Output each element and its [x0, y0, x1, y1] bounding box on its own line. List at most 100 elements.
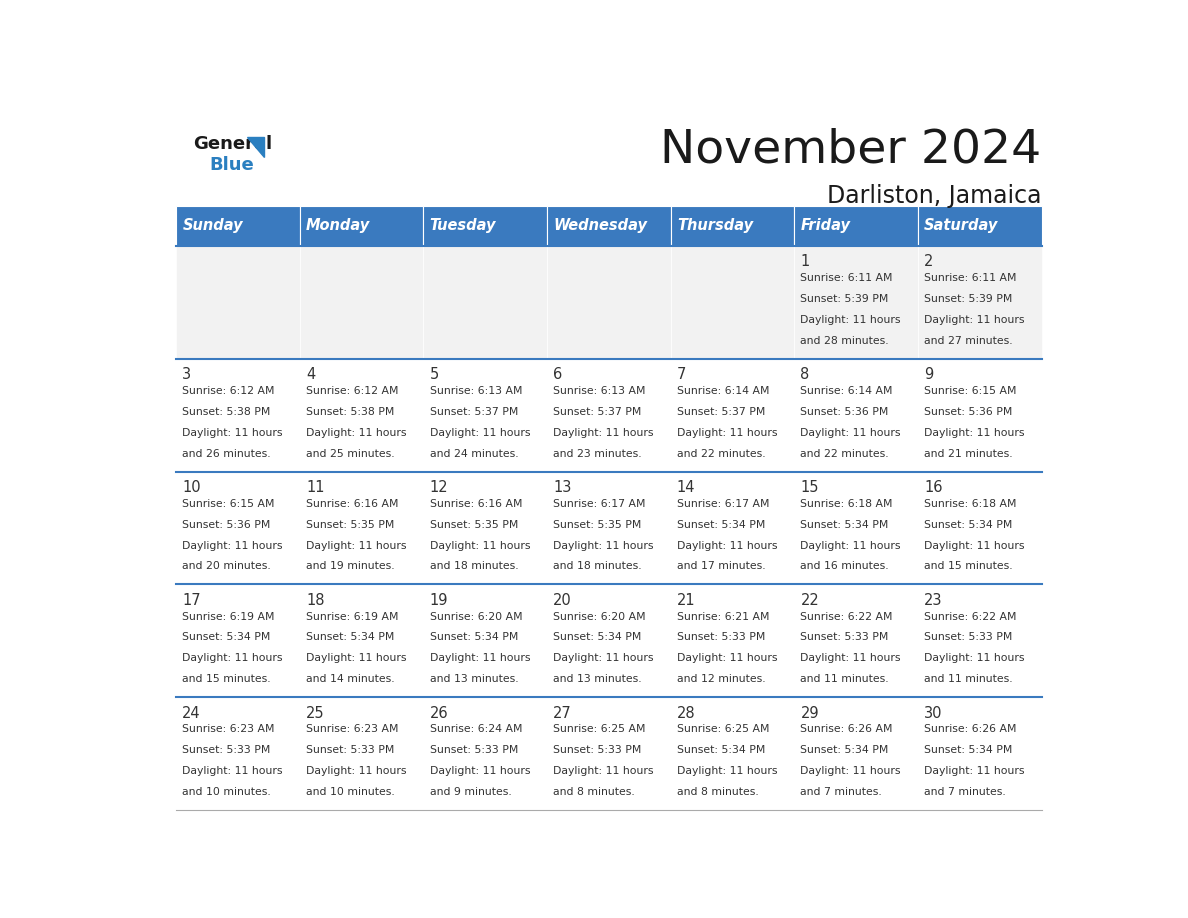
FancyBboxPatch shape — [299, 206, 423, 246]
Text: Daylight: 11 hours: Daylight: 11 hours — [801, 541, 901, 551]
Text: and 15 minutes.: and 15 minutes. — [924, 562, 1012, 571]
FancyBboxPatch shape — [546, 359, 671, 472]
Text: 6: 6 — [554, 367, 562, 382]
Text: Sunrise: 6:14 AM: Sunrise: 6:14 AM — [801, 386, 893, 396]
Text: 18: 18 — [307, 593, 324, 608]
Text: 21: 21 — [677, 593, 695, 608]
FancyBboxPatch shape — [918, 359, 1042, 472]
Text: Sunset: 5:34 PM: Sunset: 5:34 PM — [801, 520, 889, 530]
Text: Sunset: 5:33 PM: Sunset: 5:33 PM — [801, 633, 889, 643]
Text: Daylight: 11 hours: Daylight: 11 hours — [307, 767, 406, 776]
Text: and 11 minutes.: and 11 minutes. — [801, 674, 889, 684]
FancyBboxPatch shape — [423, 697, 546, 810]
FancyBboxPatch shape — [176, 472, 299, 585]
Text: Monday: Monday — [307, 218, 371, 233]
Text: Daylight: 11 hours: Daylight: 11 hours — [182, 767, 283, 776]
Text: and 28 minutes.: and 28 minutes. — [801, 336, 889, 346]
Text: and 15 minutes.: and 15 minutes. — [182, 674, 271, 684]
Text: Thursday: Thursday — [677, 218, 753, 233]
Text: Sunrise: 6:19 AM: Sunrise: 6:19 AM — [182, 611, 274, 621]
Text: Daylight: 11 hours: Daylight: 11 hours — [430, 428, 530, 438]
Text: Sunset: 5:34 PM: Sunset: 5:34 PM — [677, 520, 765, 530]
FancyBboxPatch shape — [918, 697, 1042, 810]
Text: Sunset: 5:33 PM: Sunset: 5:33 PM — [430, 745, 518, 756]
Text: Sunrise: 6:16 AM: Sunrise: 6:16 AM — [430, 498, 522, 509]
Text: 10: 10 — [182, 480, 201, 495]
Text: 25: 25 — [307, 706, 324, 721]
Text: 27: 27 — [554, 706, 571, 721]
Text: Sunrise: 6:19 AM: Sunrise: 6:19 AM — [307, 611, 398, 621]
FancyBboxPatch shape — [423, 585, 546, 697]
FancyBboxPatch shape — [795, 697, 918, 810]
FancyBboxPatch shape — [546, 697, 671, 810]
FancyBboxPatch shape — [671, 472, 795, 585]
FancyBboxPatch shape — [671, 359, 795, 472]
FancyBboxPatch shape — [918, 585, 1042, 697]
Text: 8: 8 — [801, 367, 810, 382]
FancyBboxPatch shape — [671, 585, 795, 697]
Text: Sunset: 5:37 PM: Sunset: 5:37 PM — [430, 407, 518, 417]
Text: Daylight: 11 hours: Daylight: 11 hours — [554, 541, 653, 551]
FancyBboxPatch shape — [299, 585, 423, 697]
FancyBboxPatch shape — [918, 246, 1042, 359]
Text: 17: 17 — [182, 593, 201, 608]
Text: Sunrise: 6:20 AM: Sunrise: 6:20 AM — [554, 611, 646, 621]
Text: Sunset: 5:33 PM: Sunset: 5:33 PM — [554, 745, 642, 756]
Text: Sunrise: 6:20 AM: Sunrise: 6:20 AM — [430, 611, 523, 621]
Text: Daylight: 11 hours: Daylight: 11 hours — [307, 428, 406, 438]
Text: Sunset: 5:34 PM: Sunset: 5:34 PM — [182, 633, 271, 643]
Text: and 25 minutes.: and 25 minutes. — [307, 449, 394, 459]
Text: Daylight: 11 hours: Daylight: 11 hours — [307, 654, 406, 664]
Text: 7: 7 — [677, 367, 687, 382]
FancyBboxPatch shape — [918, 206, 1042, 246]
Text: and 22 minutes.: and 22 minutes. — [677, 449, 765, 459]
Polygon shape — [247, 137, 264, 157]
Text: Sunrise: 6:22 AM: Sunrise: 6:22 AM — [924, 611, 1017, 621]
FancyBboxPatch shape — [423, 472, 546, 585]
FancyBboxPatch shape — [795, 472, 918, 585]
Text: 3: 3 — [182, 367, 191, 382]
Text: Sunset: 5:36 PM: Sunset: 5:36 PM — [801, 407, 889, 417]
FancyBboxPatch shape — [546, 585, 671, 697]
Text: and 18 minutes.: and 18 minutes. — [430, 562, 518, 571]
Text: Sunset: 5:33 PM: Sunset: 5:33 PM — [677, 633, 765, 643]
Text: 22: 22 — [801, 593, 820, 608]
Text: Daylight: 11 hours: Daylight: 11 hours — [554, 654, 653, 664]
Text: Friday: Friday — [801, 218, 851, 233]
Text: Sunset: 5:34 PM: Sunset: 5:34 PM — [307, 633, 394, 643]
Text: Sunrise: 6:15 AM: Sunrise: 6:15 AM — [182, 498, 274, 509]
Text: Sunset: 5:34 PM: Sunset: 5:34 PM — [430, 633, 518, 643]
FancyBboxPatch shape — [176, 697, 299, 810]
Text: 30: 30 — [924, 706, 942, 721]
Text: Sunset: 5:38 PM: Sunset: 5:38 PM — [307, 407, 394, 417]
Text: and 12 minutes.: and 12 minutes. — [677, 674, 765, 684]
Text: 4: 4 — [307, 367, 315, 382]
Text: Sunrise: 6:25 AM: Sunrise: 6:25 AM — [554, 724, 646, 734]
Text: and 10 minutes.: and 10 minutes. — [182, 787, 271, 797]
Text: Sunrise: 6:13 AM: Sunrise: 6:13 AM — [554, 386, 646, 396]
Text: and 17 minutes.: and 17 minutes. — [677, 562, 765, 571]
Text: and 14 minutes.: and 14 minutes. — [307, 674, 394, 684]
FancyBboxPatch shape — [546, 206, 671, 246]
Text: Sunrise: 6:12 AM: Sunrise: 6:12 AM — [307, 386, 398, 396]
Text: Daylight: 11 hours: Daylight: 11 hours — [554, 428, 653, 438]
Text: Daylight: 11 hours: Daylight: 11 hours — [430, 767, 530, 776]
Text: 28: 28 — [677, 706, 695, 721]
Text: Sunrise: 6:24 AM: Sunrise: 6:24 AM — [430, 724, 522, 734]
Text: Daylight: 11 hours: Daylight: 11 hours — [801, 428, 901, 438]
Text: Daylight: 11 hours: Daylight: 11 hours — [182, 541, 283, 551]
Text: Blue: Blue — [209, 156, 254, 174]
FancyBboxPatch shape — [671, 697, 795, 810]
Text: Sunset: 5:39 PM: Sunset: 5:39 PM — [801, 294, 889, 304]
Text: Sunset: 5:35 PM: Sunset: 5:35 PM — [307, 520, 394, 530]
FancyBboxPatch shape — [299, 246, 423, 359]
FancyBboxPatch shape — [176, 585, 299, 697]
Text: 23: 23 — [924, 593, 942, 608]
Text: Sunset: 5:35 PM: Sunset: 5:35 PM — [430, 520, 518, 530]
Text: 2: 2 — [924, 254, 934, 269]
Text: 19: 19 — [430, 593, 448, 608]
Text: November 2024: November 2024 — [661, 128, 1042, 173]
Text: 13: 13 — [554, 480, 571, 495]
Text: Sunrise: 6:26 AM: Sunrise: 6:26 AM — [924, 724, 1017, 734]
Text: Sunrise: 6:14 AM: Sunrise: 6:14 AM — [677, 386, 770, 396]
